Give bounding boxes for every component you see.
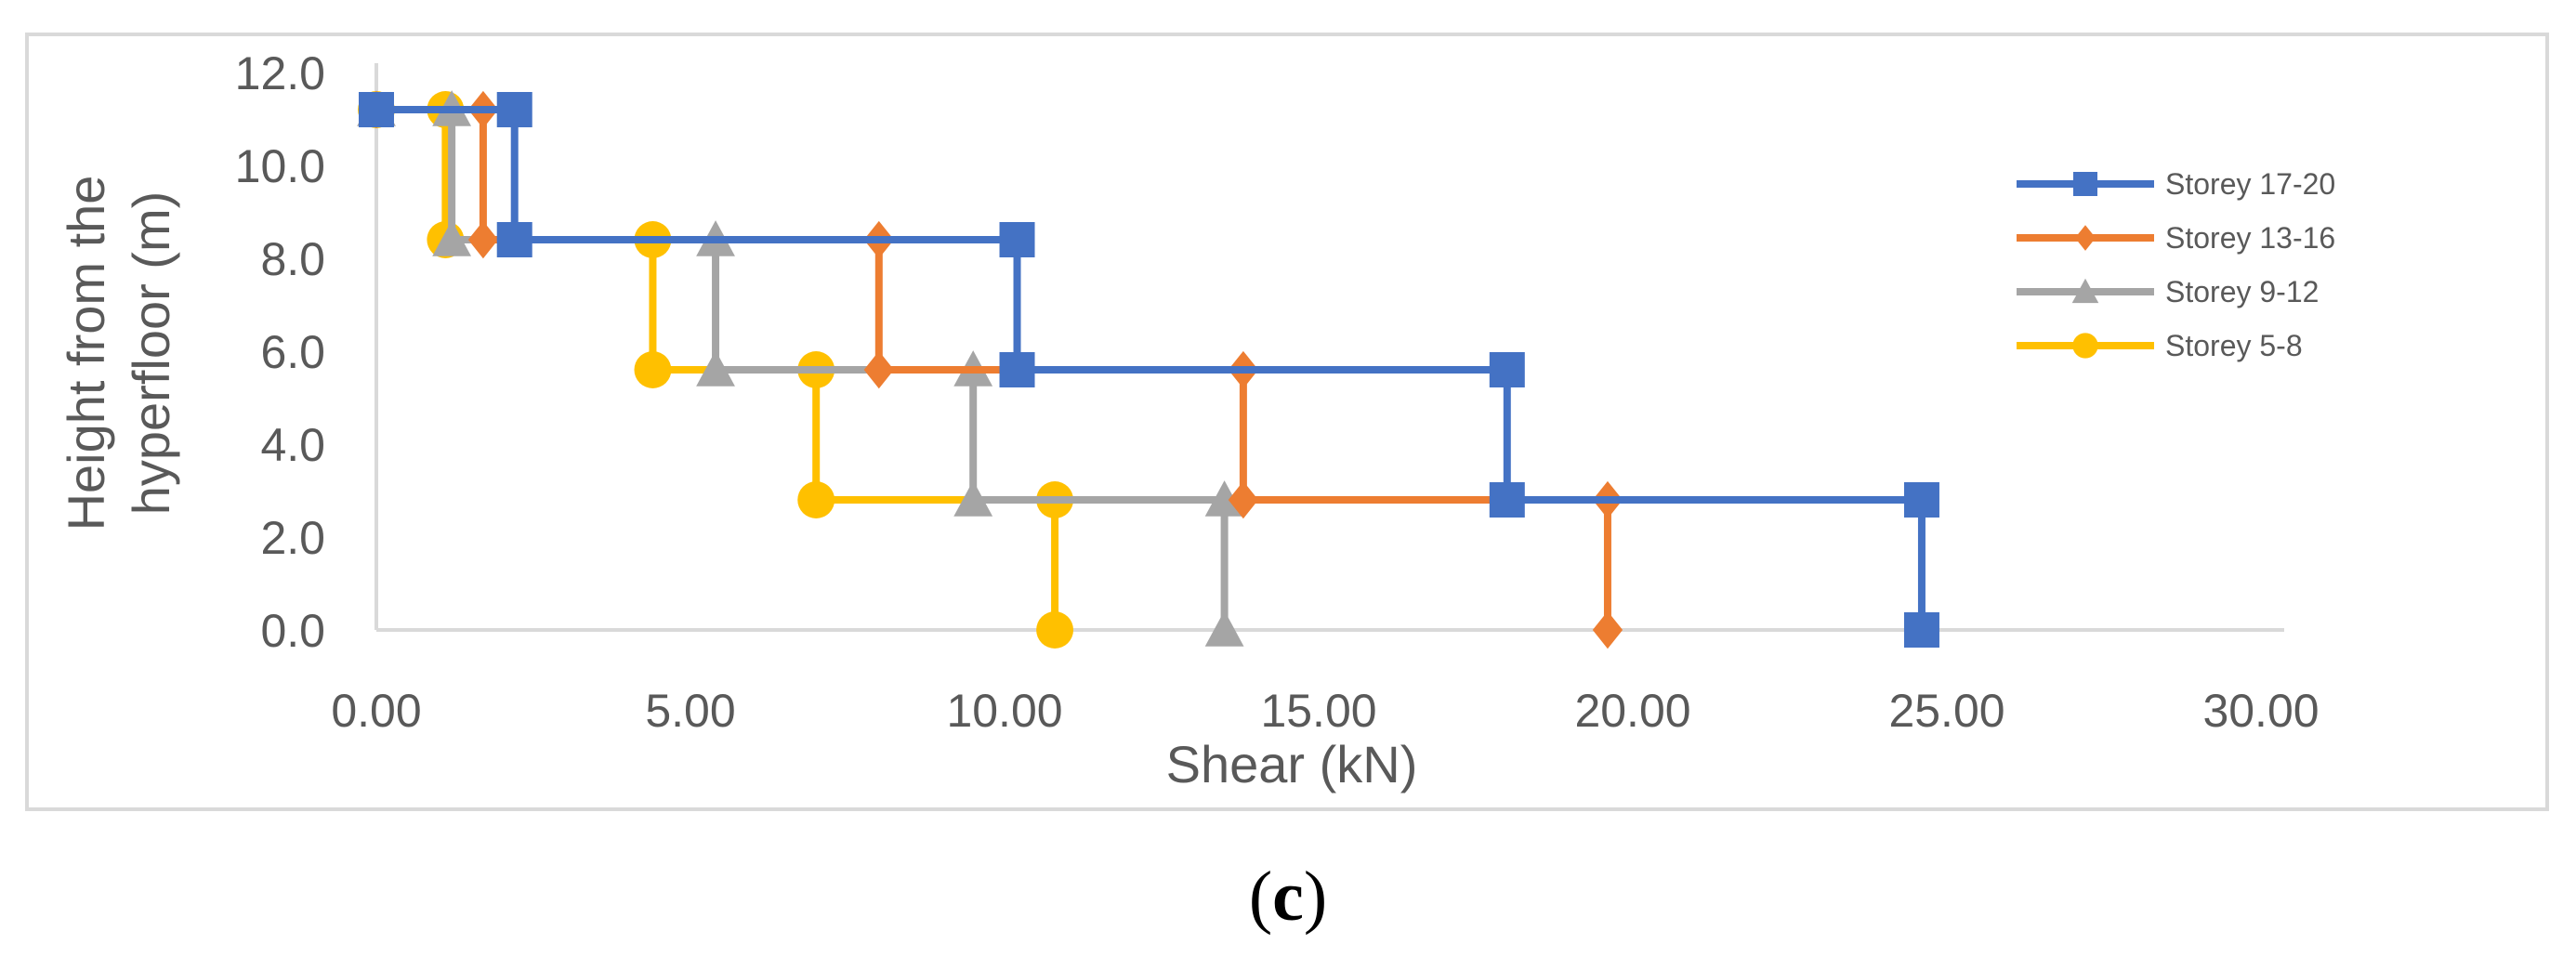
y-tick-labels: 0.0 2.0 4.0 6.0 8.0 10.0 12.0 xyxy=(235,47,325,657)
data-point xyxy=(1204,610,1244,647)
data-point xyxy=(1903,612,1939,648)
data-point xyxy=(1903,482,1939,518)
legend-item: Storey 5-8 xyxy=(2017,329,2303,362)
series-layer xyxy=(357,90,1939,649)
x-tick-label: 30.00 xyxy=(2202,685,2319,737)
legend-item: Storey 17-20 xyxy=(2017,167,2335,201)
y-tick-label: 12.0 xyxy=(235,47,325,99)
legend-swatch-marker xyxy=(2071,278,2099,304)
y-tick-label: 10.0 xyxy=(235,140,325,192)
axes xyxy=(375,63,2284,632)
y-tick-label: 2.0 xyxy=(260,512,325,564)
data-point xyxy=(863,350,894,389)
data-point xyxy=(496,222,532,257)
legend-swatch-marker xyxy=(2073,172,2097,196)
legend-label: Storey 17-20 xyxy=(2165,167,2335,201)
data-point xyxy=(999,352,1035,387)
y-tick-label: 6.0 xyxy=(260,326,325,378)
y-tick-label: 4.0 xyxy=(260,419,325,471)
data-point xyxy=(1204,480,1244,517)
x-tick-labels: 0.00 5.00 10.00 15.00 20.00 25.00 30.00 xyxy=(331,685,2319,737)
panel-label-close: ) xyxy=(1304,858,1327,936)
y-axis-title: Height from the hyperfloor (m) xyxy=(57,176,180,531)
data-point xyxy=(1592,610,1623,649)
series-storey-17-20 xyxy=(359,92,1939,648)
panel-label-letter: c xyxy=(1272,858,1304,936)
x-tick-label: 5.00 xyxy=(645,685,735,737)
data-point xyxy=(999,222,1035,257)
legend-label: Storey 9-12 xyxy=(2165,275,2319,308)
y-tick-label: 8.0 xyxy=(260,233,325,285)
data-point xyxy=(496,92,532,127)
x-tick-label: 15.00 xyxy=(1260,685,1376,737)
data-point xyxy=(1228,480,1259,519)
legend-swatch-marker xyxy=(2074,225,2096,251)
data-point xyxy=(953,480,993,517)
legend-item: Storey 13-16 xyxy=(2017,221,2335,255)
legend-label: Storey 5-8 xyxy=(2165,329,2303,362)
legend-swatch-marker xyxy=(2072,333,2098,359)
x-tick-label: 10.00 xyxy=(946,685,1062,737)
legend-label: Storey 13-16 xyxy=(2165,221,2335,255)
data-point xyxy=(1036,611,1074,649)
x-tick-label: 25.00 xyxy=(1888,685,2004,737)
data-point xyxy=(1489,352,1525,387)
legend: Storey 17-20 Storey 13-16 Storey 9-12 Store… xyxy=(2017,167,2335,362)
data-point xyxy=(359,92,394,127)
data-point xyxy=(467,220,499,259)
panel-label: (c) xyxy=(1249,858,1327,936)
x-tick-label: 0.00 xyxy=(331,685,421,737)
data-point xyxy=(797,481,835,518)
data-point xyxy=(696,350,735,387)
data-point xyxy=(634,351,672,388)
data-point xyxy=(1489,482,1525,518)
y-axis-title-line: Height from the xyxy=(57,176,115,531)
series-storey-13-16 xyxy=(361,90,1623,649)
y-axis-title-line: hyperfloor (m) xyxy=(122,191,180,516)
legend-item: Storey 9-12 xyxy=(2017,275,2319,308)
data-point xyxy=(432,220,472,256)
x-axis-title: Shear (kN) xyxy=(1166,735,1418,793)
panel-label-open: ( xyxy=(1249,858,1272,936)
y-tick-label: 0.0 xyxy=(260,605,325,657)
x-tick-label: 20.00 xyxy=(1574,685,1690,737)
